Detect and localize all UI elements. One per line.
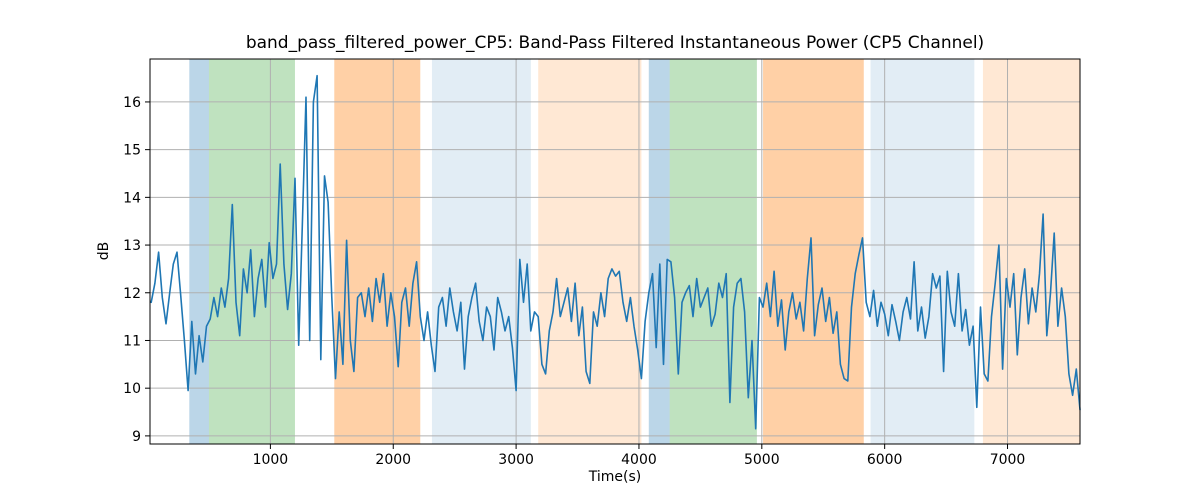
x-axis-label: Time(s) (588, 469, 642, 485)
y-tick-label: 11 (123, 333, 141, 349)
x-tick-label: 5000 (744, 452, 780, 468)
x-tick-label: 4000 (621, 452, 657, 468)
y-tick-label: 10 (123, 381, 141, 397)
condition-band (189, 59, 209, 444)
y-tick-label: 16 (123, 95, 141, 111)
condition-band (669, 59, 757, 444)
condition-band (208, 59, 295, 444)
condition-band (648, 59, 670, 444)
x-tick-label: 2000 (375, 452, 411, 468)
condition-band (763, 59, 864, 444)
y-tick-label: 15 (123, 143, 141, 159)
x-tick-label: 7000 (990, 452, 1026, 468)
condition-band (538, 59, 642, 444)
condition-band (334, 59, 421, 444)
x-tick-label: 1000 (253, 452, 289, 468)
condition-band (870, 59, 975, 444)
y-tick-label: 14 (123, 190, 141, 206)
y-axis-label: dB (96, 241, 112, 261)
y-tick-label: 9 (132, 429, 141, 445)
power-trace-line (150, 74, 1081, 430)
y-tick-label: 12 (123, 286, 141, 302)
chart-title: band_pass_filtered_power_CP5: Band-Pass … (245, 33, 985, 53)
condition-band (431, 59, 531, 444)
axes-frame (149, 58, 1081, 445)
x-tick-label: 6000 (867, 452, 903, 468)
x-tick-label: 3000 (498, 452, 534, 468)
y-tick-label: 13 (123, 238, 141, 254)
